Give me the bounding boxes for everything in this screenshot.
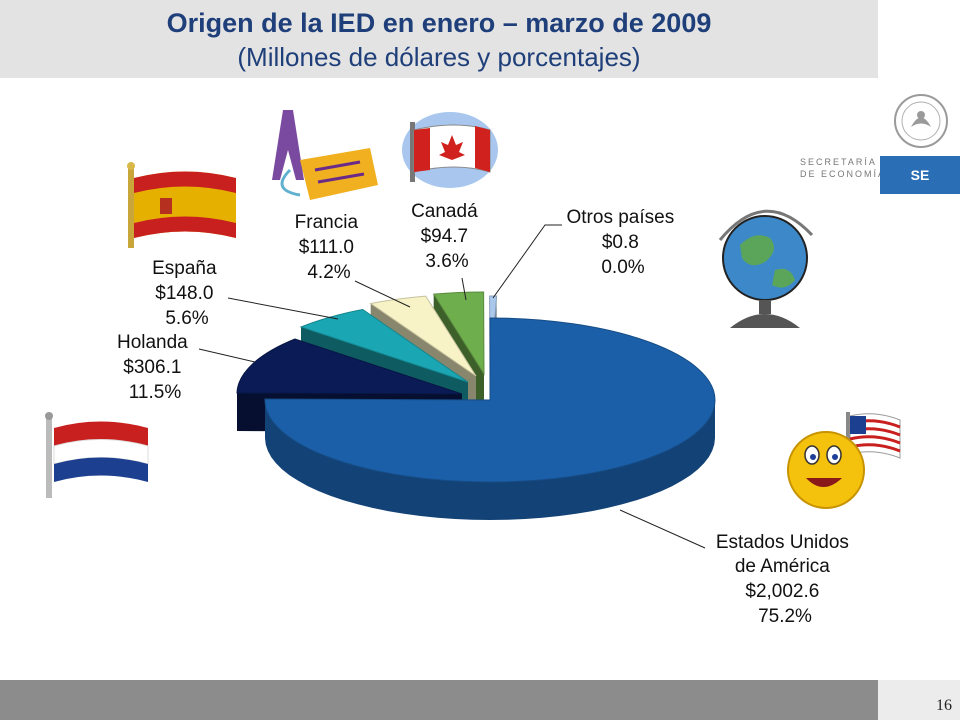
pie-slice-top-0 (264, 317, 716, 483)
pie-slice-0 (264, 317, 716, 520)
globe-icon (718, 209, 814, 328)
footer-right-panel (878, 680, 960, 720)
label-espana: España $148.0 5.6% (152, 258, 222, 329)
logo-panel (878, 0, 960, 198)
netherlands-flag-icon (45, 412, 149, 498)
label-eeuu-percent: 75.2% (758, 606, 812, 627)
page-title: Origen de la IED en enero – marzo de 200… (166, 8, 712, 38)
pie-slice-top-1 (236, 338, 463, 395)
title-bar: Origen de la IED en enero – marzo de 200… (0, 0, 878, 78)
footer-bar (0, 680, 878, 720)
label-francia-percent: 4.2% (307, 262, 350, 283)
label-eeuu-value: $2,002.6 (745, 581, 819, 602)
label-eeuu: Estados Unidos de América $2,002.6 75.2% (716, 532, 854, 627)
leader-line-canada (461, 277, 467, 301)
leader-line-eeuu (619, 509, 706, 549)
label-holanda-percent: 11.5% (129, 382, 182, 403)
se-badge: SE (880, 156, 960, 194)
canada-flag-icon (402, 112, 498, 188)
page-subtitle: (Millones de dólares y porcentajes) (237, 42, 641, 72)
label-francia-value: $111.0 (299, 237, 354, 258)
leader-line-francia (354, 280, 411, 308)
label-otros-value: $0.8 (602, 232, 639, 253)
leader-line-espana (227, 297, 339, 320)
department-name-line2: DE ECONOMÍA (800, 169, 887, 179)
smiley-usa-flag-icon (787, 412, 901, 509)
label-otros-percent: 0.0% (601, 257, 644, 278)
label-canada-name: Canadá (411, 201, 478, 222)
pie-chart: Estados Unidos de América $2,002.6 75.2%… (45, 110, 901, 627)
leader-line-otros (492, 224, 562, 299)
eiffel-tower-icon (272, 110, 378, 200)
pie-slice-side-0 (265, 400, 715, 520)
label-otros-name: Otros países (567, 207, 675, 228)
label-otros: Otros países $0.8 0.0% (567, 207, 680, 278)
spain-flag-icon (127, 162, 236, 248)
label-canada: Canadá $94.7 3.6% (411, 201, 483, 272)
label-canada-percent: 3.6% (425, 251, 468, 272)
pie-slice-top-3 (369, 295, 477, 377)
label-holanda: Holanda $306.1 11.5% (117, 332, 193, 403)
label-holanda-value: $306.1 (123, 357, 181, 378)
label-espana-percent: 5.6% (165, 308, 208, 329)
page-number: 16 (936, 697, 952, 714)
pie-slices (236, 291, 716, 520)
label-francia: Francia $111.0 4.2% (295, 212, 364, 283)
label-espana-name: España (152, 258, 217, 279)
leader-lines (198, 224, 706, 549)
label-canada-value: $94.7 (421, 226, 469, 247)
label-eeuu-name2: de América (735, 556, 830, 577)
label-eeuu-name1: Estados Unidos (716, 532, 849, 553)
pie-slice-top-4 (432, 291, 485, 376)
label-espana-value: $148.0 (155, 283, 213, 304)
department-name-line1: SECRETARÍA (800, 157, 877, 167)
label-holanda-name: Holanda (117, 332, 188, 353)
national-seal-icon (894, 94, 948, 148)
label-francia-name: Francia (295, 212, 359, 233)
leader-line-holanda (198, 348, 256, 363)
